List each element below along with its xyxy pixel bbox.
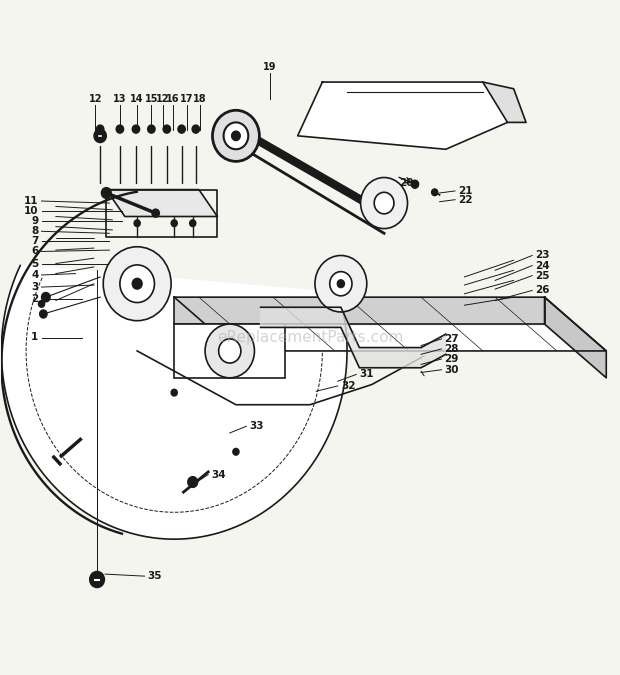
Text: 6: 6 (31, 246, 38, 256)
Text: 12: 12 (156, 94, 170, 103)
Circle shape (132, 125, 140, 133)
Circle shape (205, 324, 254, 378)
Text: 1: 1 (31, 333, 38, 342)
Circle shape (163, 125, 170, 133)
Circle shape (219, 339, 241, 363)
Text: 34: 34 (211, 470, 226, 480)
Text: 26: 26 (535, 286, 550, 296)
Polygon shape (544, 297, 606, 378)
Circle shape (148, 125, 155, 133)
Text: 21: 21 (458, 186, 472, 196)
Text: 24: 24 (535, 261, 550, 271)
Circle shape (188, 477, 198, 487)
Text: 16: 16 (166, 94, 180, 103)
Text: 12: 12 (89, 94, 102, 103)
Circle shape (134, 220, 140, 227)
Text: 23: 23 (535, 250, 550, 261)
Polygon shape (483, 82, 526, 122)
Text: 13: 13 (113, 94, 126, 103)
Circle shape (190, 220, 196, 227)
Circle shape (192, 125, 200, 133)
Circle shape (104, 247, 171, 321)
Circle shape (337, 279, 345, 288)
Polygon shape (1, 265, 347, 539)
Text: 25: 25 (535, 271, 550, 281)
Circle shape (171, 220, 177, 227)
Text: 32: 32 (341, 381, 355, 391)
Text: 30: 30 (445, 364, 459, 375)
Circle shape (132, 278, 142, 289)
Text: 27: 27 (445, 334, 459, 344)
Text: 11: 11 (24, 196, 38, 206)
Circle shape (178, 125, 185, 133)
Circle shape (233, 448, 239, 455)
Circle shape (94, 129, 106, 142)
Circle shape (152, 209, 159, 217)
Text: 29: 29 (445, 354, 459, 364)
Circle shape (102, 188, 111, 198)
Circle shape (432, 189, 438, 196)
Circle shape (232, 131, 241, 140)
Text: 33: 33 (249, 421, 264, 431)
Text: 18: 18 (193, 94, 207, 103)
Circle shape (40, 310, 47, 318)
Text: 7: 7 (31, 236, 38, 246)
Text: 9: 9 (31, 216, 38, 226)
Text: 20: 20 (399, 178, 414, 188)
Text: 22: 22 (458, 194, 472, 205)
Text: 3: 3 (31, 282, 38, 292)
Text: 17: 17 (180, 94, 193, 103)
Text: 4: 4 (31, 270, 38, 280)
Text: 19: 19 (263, 62, 277, 72)
Polygon shape (106, 190, 218, 217)
Text: 10: 10 (24, 206, 38, 216)
Circle shape (330, 271, 352, 296)
Circle shape (171, 389, 177, 396)
Circle shape (213, 110, 259, 161)
Polygon shape (174, 297, 544, 324)
Circle shape (97, 125, 104, 133)
Text: 31: 31 (360, 369, 374, 379)
Circle shape (116, 125, 123, 133)
Text: 15: 15 (144, 94, 158, 103)
Text: 14: 14 (130, 94, 144, 103)
Circle shape (315, 256, 367, 312)
Text: 28: 28 (445, 344, 459, 354)
Polygon shape (174, 297, 606, 351)
Text: eReplacementParts.com: eReplacementParts.com (217, 330, 403, 345)
Circle shape (224, 122, 248, 149)
Circle shape (38, 300, 45, 307)
Circle shape (42, 292, 50, 302)
Circle shape (374, 192, 394, 214)
Text: 2: 2 (31, 294, 38, 304)
Circle shape (361, 178, 407, 229)
Text: 8: 8 (31, 226, 38, 236)
Polygon shape (260, 307, 446, 368)
Polygon shape (298, 82, 508, 149)
Text: 35: 35 (148, 571, 162, 581)
Circle shape (411, 180, 418, 188)
FancyBboxPatch shape (174, 324, 285, 378)
Text: 5: 5 (31, 259, 38, 269)
Circle shape (90, 572, 104, 587)
Circle shape (120, 265, 154, 302)
